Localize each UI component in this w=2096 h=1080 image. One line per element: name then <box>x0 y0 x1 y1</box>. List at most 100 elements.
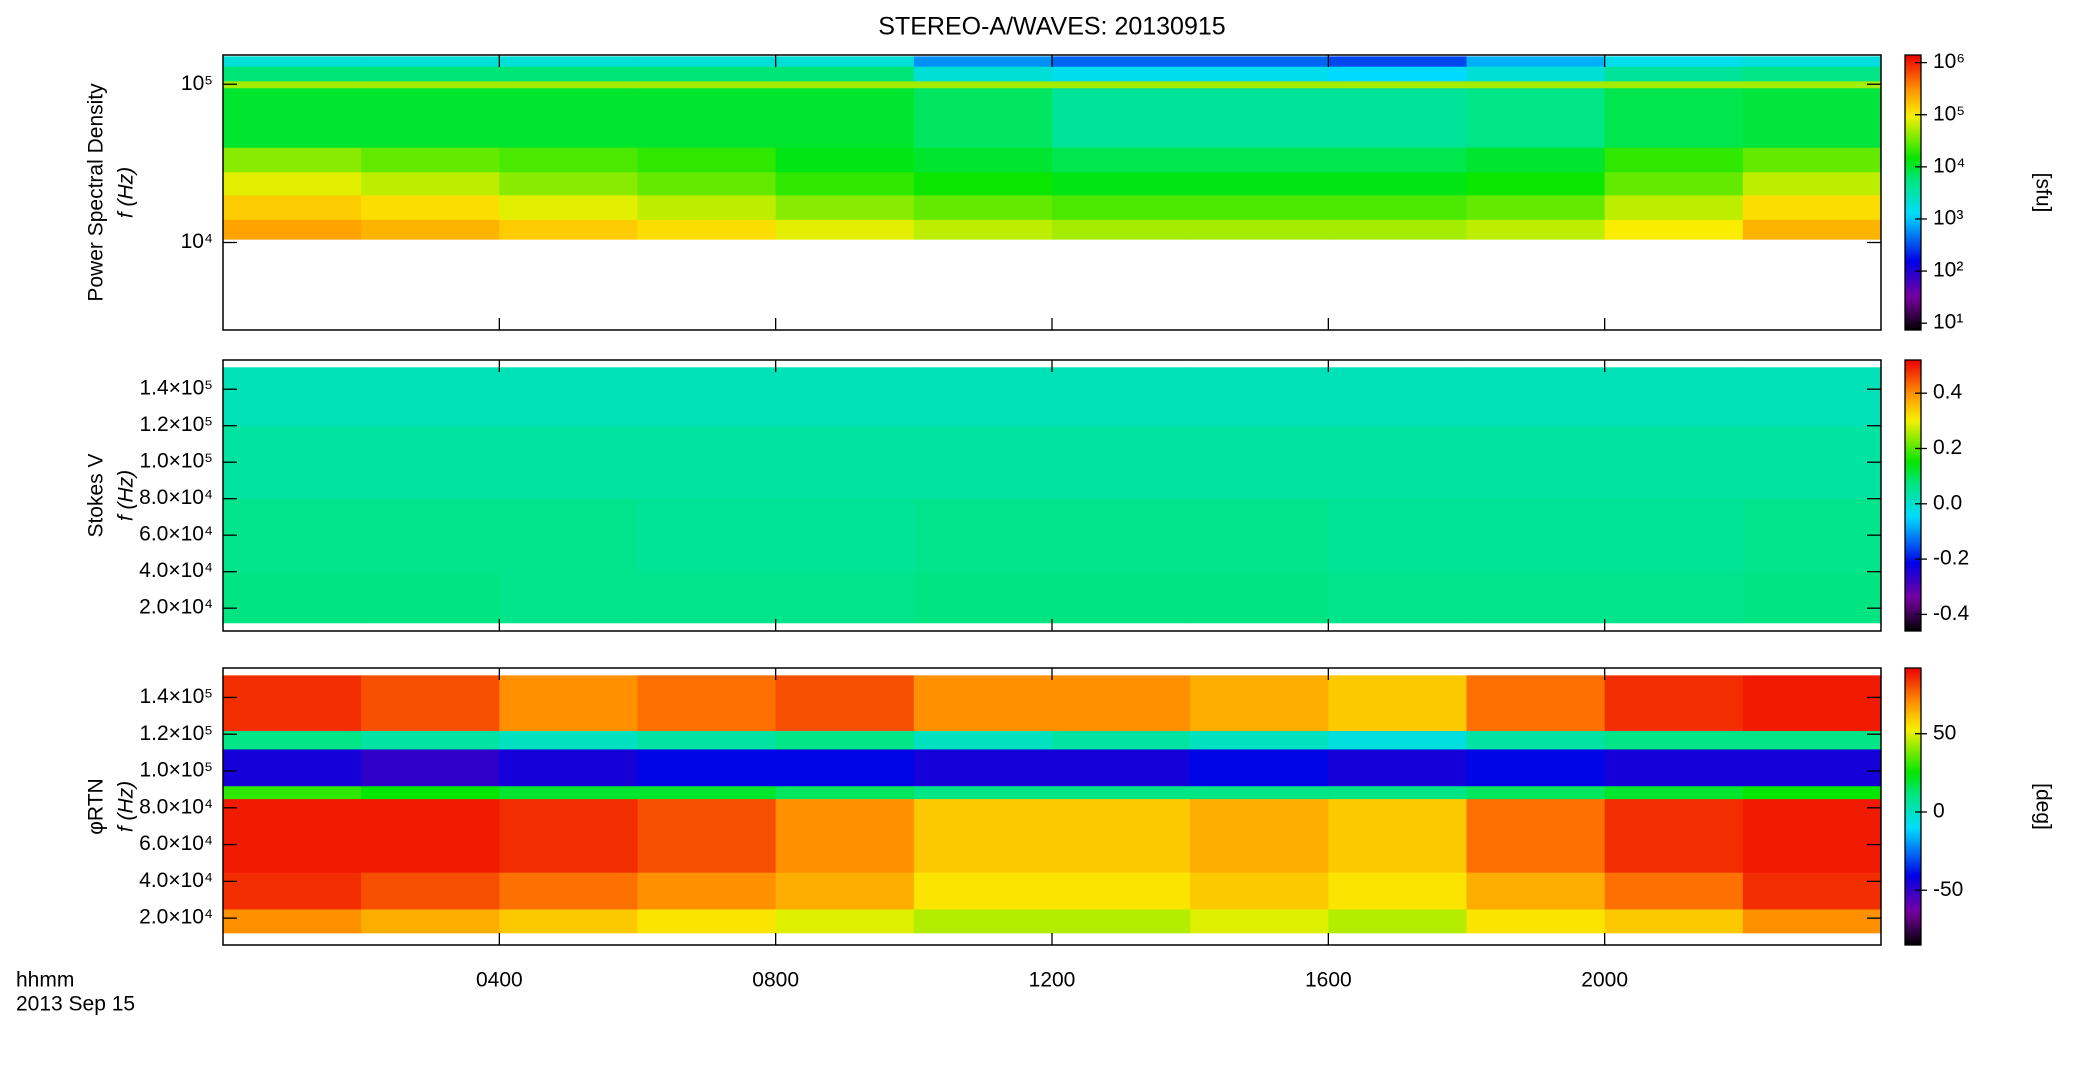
heatmap-cell <box>1742 87 1882 148</box>
heatmap-cell <box>775 367 915 427</box>
heatmap-cell <box>1328 80 1467 89</box>
heatmap-cell <box>1052 798 1191 873</box>
colorbar-tick-label: 0.0 <box>1933 491 1962 514</box>
y-axis-label: f (Hz) <box>115 167 138 218</box>
heatmap-cell <box>1466 748 1606 787</box>
heatmap-cell <box>637 675 777 732</box>
y-tick-label: 1.4×10⁵ <box>139 377 213 400</box>
x-tick-label: 0400 <box>476 969 523 992</box>
heatmap-cell <box>637 367 777 427</box>
heatmap-cell <box>775 872 915 910</box>
heatmap-cell <box>1466 87 1606 148</box>
heatmap-cell <box>1466 66 1606 82</box>
heatmap-cell <box>1604 675 1744 732</box>
heatmap-cell <box>1466 872 1606 910</box>
heatmap-cell <box>1190 219 1329 240</box>
heatmap-cell <box>361 675 500 732</box>
heatmap-cell <box>1190 171 1329 196</box>
heatmap-cell <box>1604 56 1744 67</box>
heatmap-cell <box>775 66 915 82</box>
heatmap-cell <box>1328 66 1467 82</box>
heatmap-cell <box>1052 147 1191 173</box>
heatmap-cell <box>1742 80 1882 89</box>
heatmap-cell <box>1052 872 1191 910</box>
x-tick-label: 2000 <box>1581 969 1628 992</box>
heatmap-cell <box>1604 367 1744 427</box>
heatmap-cell <box>499 798 638 873</box>
heatmap-cell <box>1328 675 1467 732</box>
heatmap-cell <box>1466 798 1606 873</box>
y-tick-label: 2.0×10⁴ <box>139 906 213 929</box>
heatmap-cell <box>913 147 1053 173</box>
heatmap-cell <box>1604 798 1744 873</box>
heatmap-cell <box>223 425 362 500</box>
heatmap-cell <box>637 748 777 787</box>
heatmap-cell <box>1190 425 1329 500</box>
heatmap-cell <box>223 498 362 573</box>
heatmap-cell <box>499 748 638 787</box>
heatmap-cell <box>1190 785 1329 800</box>
heatmap-cell <box>775 171 915 196</box>
heatmap-cell <box>223 66 362 82</box>
heatmap-cell <box>637 194 777 220</box>
y-tick-label: 6.0×10⁴ <box>139 832 213 855</box>
heatmap-cell <box>223 80 362 89</box>
heatmap-cell <box>1328 425 1467 500</box>
heatmap-cell <box>1604 425 1744 500</box>
heatmap-cell <box>361 785 500 800</box>
heatmap-cell <box>1328 571 1467 624</box>
colorbar <box>1904 54 1922 331</box>
heatmap-cell <box>361 171 500 196</box>
heatmap-cell <box>1604 785 1744 800</box>
heatmap-cell <box>223 730 362 750</box>
heatmap-cell <box>1604 87 1744 148</box>
heatmap-cell <box>361 66 500 82</box>
heatmap-cell <box>361 798 500 873</box>
heatmap-cell <box>913 194 1053 220</box>
heatmap-cell <box>775 498 915 573</box>
heatmap-cell <box>913 87 1053 148</box>
heatmap-cell <box>1742 194 1882 220</box>
heatmap-cell <box>1742 675 1882 732</box>
heatmap-cell <box>1742 872 1882 910</box>
heatmap-cell <box>1328 56 1467 67</box>
heatmap-cell <box>1742 748 1882 787</box>
x-tick-label: 1200 <box>1029 969 1076 992</box>
heatmap-cell <box>1328 87 1467 148</box>
heatmap-cell <box>361 730 500 750</box>
heatmap-cell <box>1604 571 1744 624</box>
y-tick-label: 2.0×10⁴ <box>139 596 213 619</box>
heatmap-cell <box>1742 498 1882 573</box>
heatmap-cell <box>1466 56 1606 67</box>
heatmap-cell <box>1742 425 1882 500</box>
heatmap-cell <box>361 425 500 500</box>
heatmap-cell <box>1328 147 1467 173</box>
colorbar-tick-label: 10⁴ <box>1933 154 1965 177</box>
heatmap-cell <box>361 748 500 787</box>
heatmap-cell <box>1190 872 1329 910</box>
heatmap-cell <box>1328 498 1467 573</box>
colorbar-tick-label: -50 <box>1933 878 1963 901</box>
heatmap-cell <box>361 367 500 427</box>
y-tick-label: 1.2×10⁵ <box>139 413 213 436</box>
heatmap-cell <box>1190 908 1329 934</box>
heatmap-cell <box>775 798 915 873</box>
heatmap-cell <box>913 425 1053 500</box>
y-tick-label: 8.0×10⁴ <box>139 795 213 818</box>
heatmap-cell <box>913 571 1053 624</box>
heatmap-cell <box>223 675 362 732</box>
heatmap-cell <box>1052 367 1191 427</box>
heatmap-cell <box>361 56 500 67</box>
heatmap-cell <box>775 56 915 67</box>
heatmap-cell <box>499 425 638 500</box>
heatmap-cell <box>1052 571 1191 624</box>
heatmap-cell <box>499 675 638 732</box>
heatmap-cell <box>1604 80 1744 89</box>
heatmap-cell <box>1604 498 1744 573</box>
heatmap-cell <box>913 872 1053 910</box>
heatmap-cell <box>1190 80 1329 89</box>
heatmap-cell <box>775 425 915 500</box>
heatmap-cell <box>913 367 1053 427</box>
heatmap-cell <box>1466 675 1606 732</box>
heatmap-cell <box>775 147 915 173</box>
